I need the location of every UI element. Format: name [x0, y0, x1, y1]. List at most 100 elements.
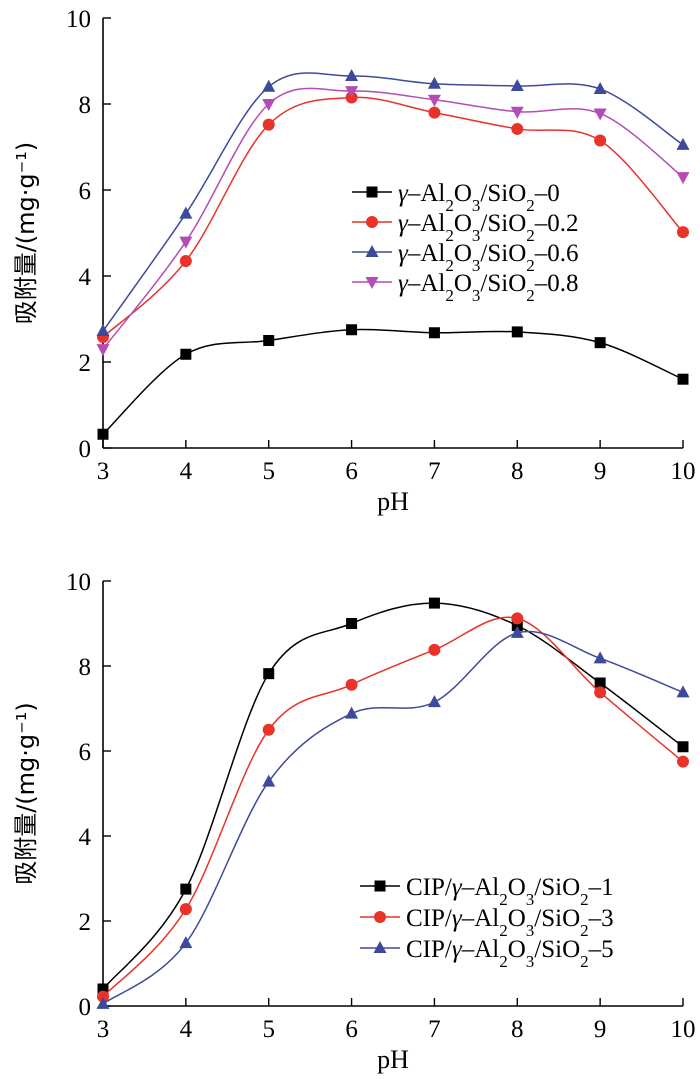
- data-point: [262, 774, 276, 787]
- x-tick-label: 9: [594, 1016, 607, 1043]
- data-point: [180, 883, 192, 895]
- data-point: [96, 344, 110, 357]
- y-tick-label: 4: [79, 824, 92, 851]
- data-point: [427, 695, 441, 708]
- series: [97, 597, 689, 995]
- series-line: [102, 87, 684, 350]
- data-point: [428, 643, 441, 656]
- data-point: [179, 254, 192, 267]
- data-point: [510, 78, 524, 91]
- x-axis-title: pH: [377, 487, 409, 516]
- legend-item: γ–Al2O3/SiO2–0.2: [352, 210, 579, 245]
- data-point: [428, 106, 441, 119]
- data-point: [677, 373, 689, 385]
- data-point: [179, 206, 193, 219]
- data-point: [676, 172, 690, 185]
- series: [97, 612, 689, 1003]
- x-tick-label: 7: [428, 458, 441, 485]
- y-axis-title: 吸附量/(mg·g⁻¹): [12, 702, 40, 885]
- data-point: [345, 678, 358, 691]
- data-point: [263, 668, 275, 680]
- data-point: [676, 137, 690, 150]
- data-point: [594, 686, 607, 699]
- legend-marker: [366, 186, 378, 198]
- x-tick-label: 10: [671, 458, 696, 485]
- data-point: [428, 327, 440, 339]
- series: [96, 625, 690, 1009]
- legend-item: CIP/γ–Al2O3/SiO2–5: [360, 936, 614, 971]
- x-tick-label: 3: [97, 1016, 110, 1043]
- x-tick-label: 3: [97, 458, 110, 485]
- series-line: [102, 630, 684, 1005]
- legend-marker: [366, 216, 378, 228]
- data-point: [511, 326, 523, 338]
- data-point: [593, 81, 607, 94]
- y-tick-label: 2: [79, 350, 92, 377]
- y-tick-label: 2: [79, 909, 92, 936]
- data-point: [427, 94, 441, 107]
- data-point: [96, 324, 110, 337]
- y-tick-label: 6: [79, 178, 92, 205]
- data-point: [676, 685, 690, 698]
- y-tick-label: 8: [79, 654, 92, 681]
- data-point: [593, 651, 607, 664]
- y-tick-label: 10: [66, 6, 91, 33]
- legend-marker: [374, 880, 386, 892]
- chart-top: 3 4 5 6 7 8 9 10 0 2 4 6 8 10 pH 吸附量/(mg·g⁻¹) γ–Al2O3/Si…: [12, 6, 696, 516]
- x-tick-label: 9: [594, 458, 607, 485]
- data-point: [262, 723, 275, 736]
- legend-marker: [374, 911, 386, 923]
- data-point: [594, 337, 606, 349]
- data-point: [345, 69, 359, 82]
- chart-bottom: 3 4 5 6 7 8 9 10 0 2 4 6 8 10 pH 吸附量/(mg·g⁻¹) CIP/γ–Al2O…: [12, 569, 696, 1074]
- data-point: [510, 625, 524, 638]
- data-point: [179, 903, 192, 916]
- y-tick-label: 0: [79, 994, 92, 1021]
- legend-label: γ–Al2O3/SiO2–0.2: [398, 210, 579, 245]
- series: [97, 324, 689, 440]
- legend-item: γ–Al2O3/SiO2–0.6: [352, 240, 579, 275]
- data-point: [263, 335, 275, 346]
- data-point: [180, 348, 192, 360]
- series: [96, 86, 690, 357]
- y-tick-label: 8: [79, 92, 92, 119]
- data-point: [179, 236, 193, 249]
- legend-label: CIP/γ–Al2O3/SiO2–3: [406, 905, 614, 940]
- data-point: [511, 122, 524, 135]
- x-tick-label: 6: [345, 1016, 358, 1043]
- series: [96, 69, 690, 337]
- data-point: [427, 76, 441, 89]
- data-point: [594, 134, 607, 147]
- legend-label: CIP/γ–Al2O3/SiO2–1: [406, 874, 614, 909]
- data-point: [346, 324, 358, 336]
- legend-marker: [365, 245, 379, 257]
- data-point: [511, 612, 524, 625]
- y-axis-title: 吸附量/(mg·g⁻¹): [12, 142, 40, 325]
- legend-item: γ–Al2O3/SiO2–0.8: [352, 270, 579, 305]
- y-tick-label: 10: [66, 569, 91, 596]
- data-point: [677, 226, 689, 239]
- x-tick-label: 5: [262, 1016, 275, 1043]
- data-point: [262, 118, 275, 131]
- data-point: [511, 620, 523, 632]
- x-tick-label: 8: [511, 1016, 524, 1043]
- legend-item: γ–Al2O3/SiO2–0: [352, 180, 560, 215]
- series-line: [102, 616, 684, 998]
- y-tick-label: 0: [79, 436, 92, 463]
- legend: γ–Al2O3/SiO2–0γ–Al2O3/SiO2–0.2γ–Al2O3/Si…: [352, 180, 579, 305]
- legend-label: γ–Al2O3/SiO2–0.6: [398, 240, 579, 275]
- data-point: [346, 618, 358, 629]
- legend-marker: [365, 277, 379, 289]
- series: [97, 91, 689, 344]
- data-point: [677, 755, 689, 768]
- legend-label: γ–Al2O3/SiO2–0.8: [398, 270, 579, 305]
- legend-item: CIP/γ–Al2O3/SiO2–3: [360, 905, 614, 940]
- y-tick-label: 6: [79, 739, 92, 766]
- x-tick-label: 5: [262, 458, 275, 485]
- legend-label: CIP/γ–Al2O3/SiO2–5: [406, 936, 614, 971]
- x-tick-label: 4: [180, 1016, 193, 1043]
- legend-item: CIP/γ–Al2O3/SiO2–1: [360, 874, 614, 909]
- data-point: [594, 677, 606, 689]
- legend-label: γ–Al2O3/SiO2–0: [398, 180, 560, 215]
- x-tick-label: 10: [671, 1016, 696, 1043]
